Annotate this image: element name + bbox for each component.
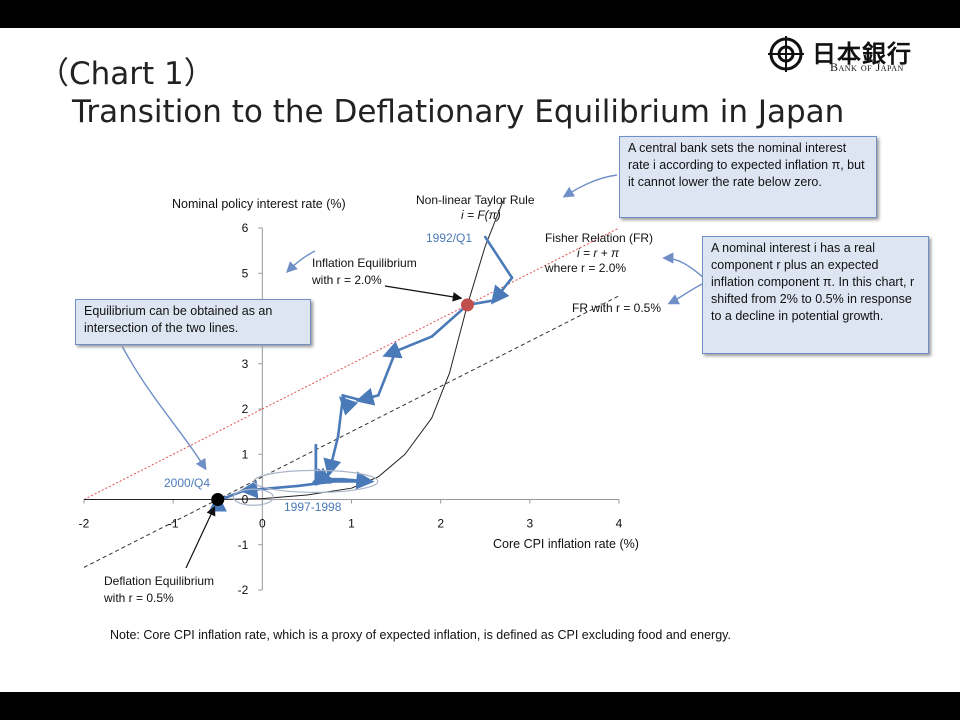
period-2000-ellipse — [232, 488, 275, 506]
inflation-equilibrium-point — [460, 298, 474, 312]
x-tick-label: 0 — [259, 517, 266, 531]
x-tick-label: -2 — [79, 517, 90, 531]
x-tick-label: -1 — [168, 517, 179, 531]
y-tick-label: 3 — [242, 357, 249, 371]
fr-low-line — [83, 295, 620, 568]
callout-arrow-equilibrium — [121, 345, 207, 471]
taylor-name-label: Non-linear Taylor Rule — [416, 193, 535, 207]
taylor-eq-label: i = F(π) — [461, 208, 501, 222]
x-tick-label: 1 — [348, 517, 355, 531]
fisher-where-label: where r = 2.0% — [544, 261, 626, 275]
taylor-rule-curve — [84, 200, 504, 500]
infl-eq-label-1: Inflation Equilibrium — [312, 256, 417, 270]
q2000-label: 2000/Q4 — [164, 476, 210, 490]
y-tick-label: -1 — [238, 538, 249, 552]
x-tick-label: 4 — [616, 517, 623, 531]
path-segment — [332, 434, 340, 456]
path-segment — [355, 387, 380, 406]
defl-eq-label-2: with r = 0.5% — [103, 591, 174, 605]
path-segment — [336, 398, 344, 438]
logo-english: Bank of Japan — [830, 60, 904, 74]
callout-equilibrium: Equilibrium can be obtained as an inters… — [75, 299, 311, 345]
infl-eq-pointer — [384, 285, 463, 302]
q1992-label: 1992/Q1 — [426, 231, 472, 245]
y-tick-label: 0 — [242, 493, 249, 507]
deflation-equilibrium-point — [211, 493, 225, 506]
fisher-eq-label: i = r + π — [577, 246, 620, 260]
fisher-name-label: Fisher Relation (FR) — [545, 231, 653, 245]
slide: （Chart 1） Transition to the Deflationary… — [0, 28, 960, 692]
y-tick-label: 5 — [242, 266, 249, 280]
y-tick-label: -2 — [238, 583, 249, 597]
x-tick-label: 3 — [526, 517, 533, 531]
page-title: Transition to the Deflationary Equilibri… — [72, 94, 845, 130]
y-tick-label: 2 — [242, 402, 249, 416]
infl-eq-label-2: with r = 2.0% — [311, 273, 382, 287]
defl-eq-label-1: Deflation Equilibrium — [104, 574, 214, 588]
period-1997-ellipse — [253, 469, 379, 493]
path-segment — [323, 452, 342, 478]
callout-nominal-interest: A nominal interest i has a real componen… — [702, 236, 929, 354]
x-axis-label: Core CPI inflation rate (%) — [493, 537, 639, 551]
boj-logo: 日本銀行 Bank of Japan — [768, 34, 938, 74]
path-segment — [376, 348, 398, 397]
path-segment — [341, 477, 353, 482]
path-segment — [430, 303, 469, 338]
fr-low-label: FR with r = 0.5% — [572, 301, 661, 315]
path-segment — [296, 480, 335, 488]
callout-arrow-fr-low — [667, 282, 705, 305]
path-segment — [490, 276, 514, 305]
note: Note: Core CPI inflation rate, which is … — [110, 628, 731, 642]
defl-eq-pointer — [185, 505, 216, 569]
boj-emblem-icon — [768, 36, 804, 72]
callout-arrow-central — [562, 174, 618, 198]
callout-central-bank: A central bank sets the nominal interest… — [619, 136, 877, 218]
logo-japanese: 日本銀行 — [812, 39, 912, 68]
callout-arrow-infl — [286, 250, 316, 273]
path-segment — [314, 467, 335, 486]
marks-group — [211, 298, 474, 506]
y-tick-label: 6 — [242, 221, 249, 235]
path-segment — [483, 235, 514, 280]
chart-number: （Chart 1） — [38, 56, 215, 92]
callout-arrow-fisher — [662, 252, 705, 279]
period-1997-label: 1997-1998 — [284, 500, 342, 514]
y-tick-label: 1 — [242, 447, 249, 461]
x-tick-label: 2 — [437, 517, 444, 531]
y-axis-label: Nominal policy interest rate (%) — [172, 197, 346, 211]
